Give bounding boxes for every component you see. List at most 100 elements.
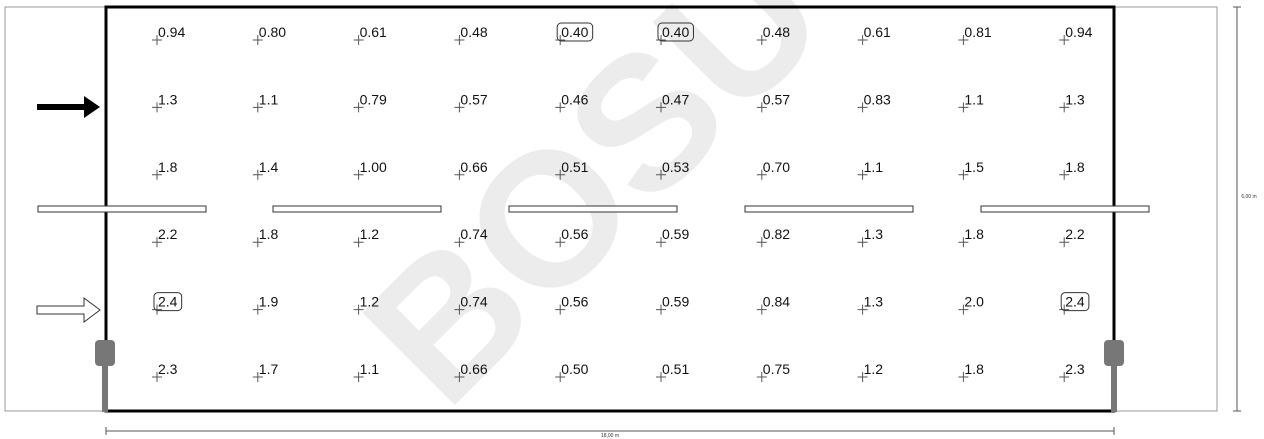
cell-value: 0.46 — [561, 91, 588, 107]
measure-point — [353, 102, 364, 113]
measure-point — [152, 102, 162, 113]
cell-value: 0.81 — [964, 24, 991, 40]
luminaire — [37, 205, 207, 213]
cell-value: 0.51 — [662, 361, 689, 377]
handle — [1111, 362, 1117, 412]
cell-value: 1.9 — [259, 294, 279, 310]
cell-value: 1.7 — [259, 361, 279, 377]
measure-point — [252, 372, 263, 382]
cell-value: 2.3 — [1065, 361, 1085, 377]
handle — [1104, 340, 1124, 366]
handles — [95, 340, 1124, 412]
measure-point — [353, 304, 364, 315]
measure-point — [857, 304, 868, 315]
luminaire — [272, 205, 442, 213]
measure-point — [252, 304, 263, 315]
cell-value: 0.94 — [158, 24, 185, 40]
cell-value: 0.83 — [864, 91, 891, 107]
measure-point — [353, 372, 364, 382]
measure-point — [152, 35, 162, 45]
cell-value: 1.4 — [259, 159, 279, 175]
measure-point — [656, 304, 666, 315]
cell-value: 0.66 — [460, 159, 487, 175]
cell-value: 0.48 — [763, 24, 790, 40]
cell-value: 0.53 — [662, 159, 689, 175]
cell-value: 2.3 — [158, 361, 178, 377]
measure-point — [756, 237, 767, 248]
measure-point — [454, 102, 465, 113]
arrow-filled — [37, 96, 100, 118]
luminaires — [37, 205, 1150, 213]
cell-value: 2.0 — [964, 294, 984, 310]
measure-point — [252, 169, 263, 180]
measure-point — [1059, 237, 1070, 248]
arrow-open — [36, 297, 101, 323]
cell-value: 2.2 — [1065, 226, 1085, 242]
cell-value: 0.79 — [360, 91, 387, 107]
measure-point — [857, 169, 868, 180]
cell-value: 1.3 — [864, 226, 884, 242]
measure-point — [958, 372, 969, 382]
measure-point — [756, 372, 767, 382]
cell-value: 1.1 — [864, 159, 884, 175]
measure-point — [656, 102, 666, 113]
cell-value: 1.5 — [964, 159, 984, 175]
cell-value: 1.1 — [259, 91, 279, 107]
height-label: 6,00 m — [1241, 194, 1256, 200]
cell-value: 0.40 — [662, 24, 689, 40]
measure-point — [958, 304, 969, 315]
luminaire — [744, 205, 914, 213]
measure-point — [353, 237, 364, 248]
grid: 0.94 0.80 0.61 0.48 0.40 0.40 0.48 0.61 0.81 0.94… — [152, 22, 1093, 382]
cell-value: 1.1 — [360, 361, 380, 377]
cell-value: 0.74 — [460, 294, 487, 310]
measure-point — [756, 35, 767, 45]
handle — [95, 340, 115, 366]
cell-value: 1.2 — [360, 294, 380, 310]
cell-value: 1.8 — [259, 226, 279, 242]
cell-value: 0.57 — [763, 91, 790, 107]
measure-point — [252, 35, 263, 45]
measure-point — [555, 102, 566, 113]
cell-value: 1.8 — [1065, 159, 1085, 175]
measure-point — [454, 372, 465, 382]
measure-point — [152, 237, 162, 248]
measure-point — [857, 102, 868, 113]
measure-point — [656, 237, 666, 248]
cell-highlight — [153, 292, 183, 312]
cell-value: 2.2 — [158, 226, 178, 242]
measure-point — [252, 237, 263, 248]
cell-value: 0.57 — [460, 91, 487, 107]
cell-highlight — [657, 22, 694, 42]
cell-value: 0.61 — [864, 24, 891, 40]
measure-point — [958, 102, 969, 113]
measure-point — [555, 304, 566, 315]
cell-value: 0.61 — [360, 24, 387, 40]
measure-point — [152, 372, 162, 382]
measure-point — [454, 35, 465, 45]
measure-point — [756, 304, 767, 315]
measure-point — [1059, 102, 1070, 113]
cell-highlight — [556, 22, 594, 42]
measure-point — [454, 237, 465, 248]
luminaire — [980, 205, 1150, 213]
measure-point — [152, 169, 162, 180]
cell-value: 1.2 — [360, 226, 380, 242]
cell-highlight — [1060, 292, 1090, 312]
cell-value: 1.00 — [360, 159, 387, 175]
cell-value: 0.40 — [561, 24, 588, 40]
cell-value: 0.59 — [662, 294, 689, 310]
measure-point — [454, 304, 465, 315]
cell-value: 0.75 — [763, 361, 790, 377]
measure-point — [454, 169, 465, 180]
measure-point — [1059, 372, 1070, 382]
cell-value: 1.3 — [158, 91, 178, 107]
cell-value: 1.1 — [964, 91, 984, 107]
cell-value: 0.47 — [662, 91, 689, 107]
measure-point — [555, 237, 566, 248]
cell-value: 2.4 — [158, 294, 178, 310]
measure-point — [958, 169, 969, 180]
measure-point — [555, 372, 566, 382]
measure-point — [1059, 169, 1070, 180]
